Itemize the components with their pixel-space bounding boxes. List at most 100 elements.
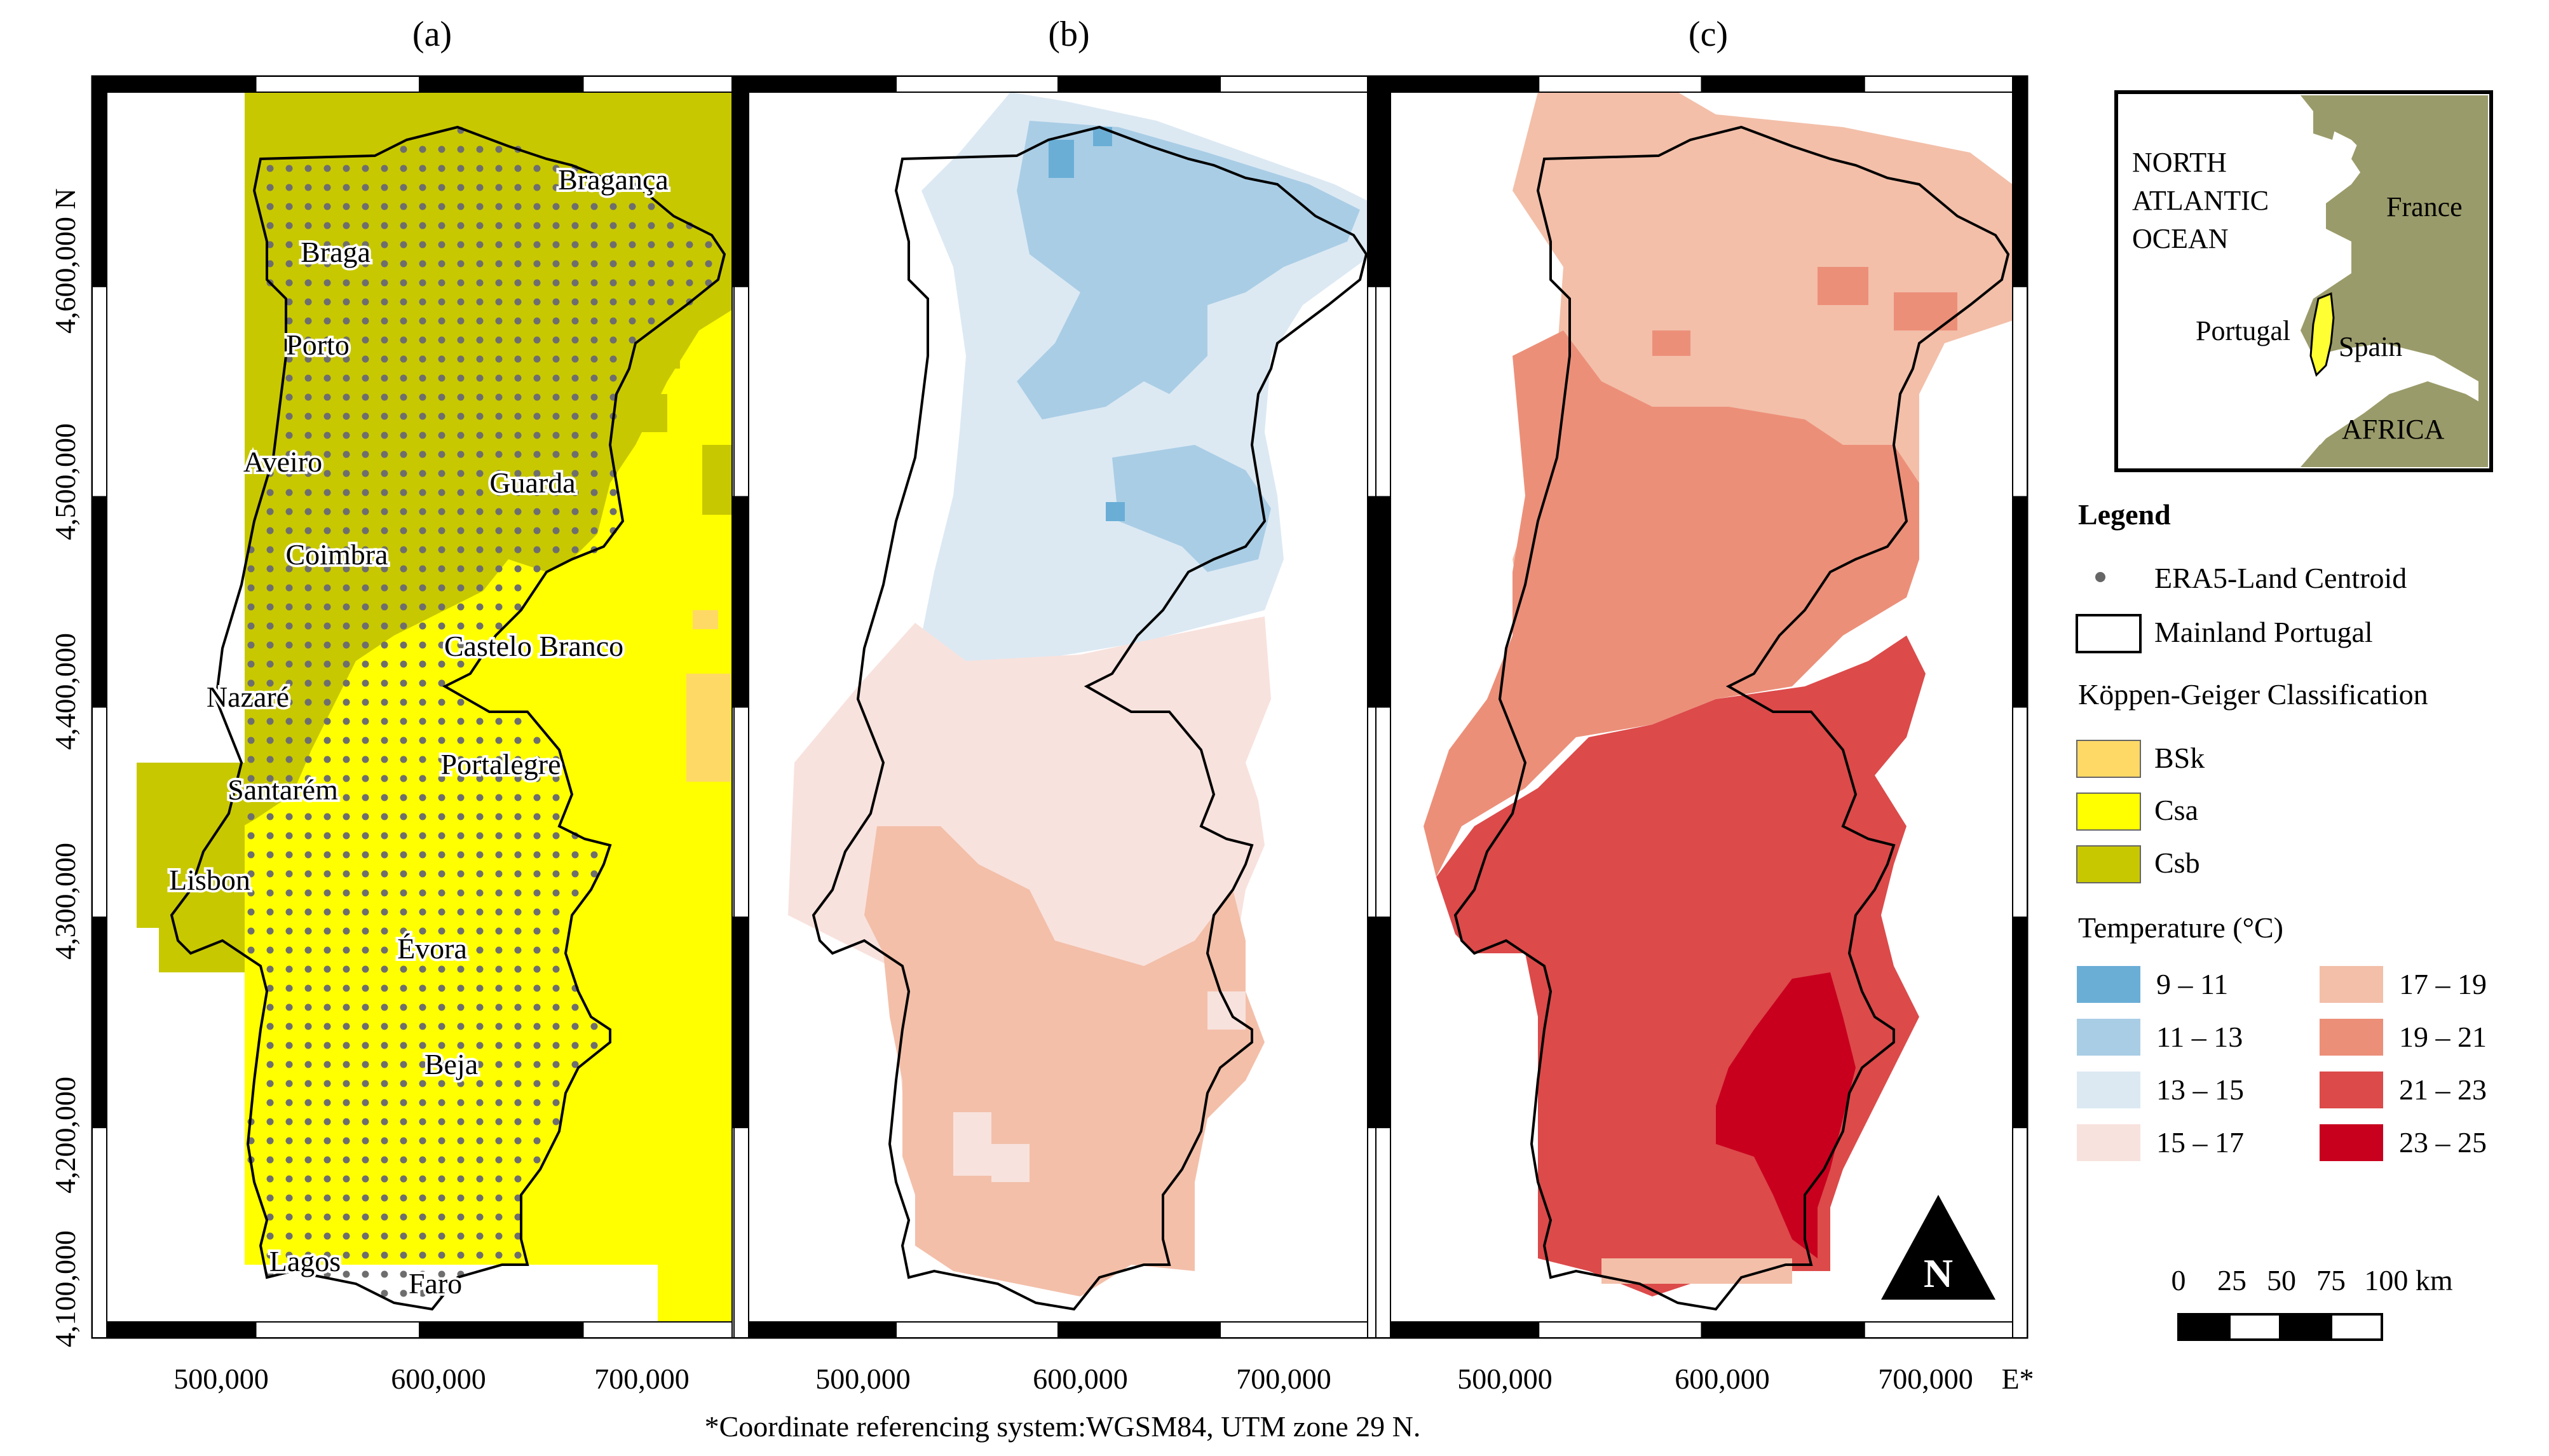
era5-centroid [514, 1023, 522, 1030]
era5-centroid [457, 203, 465, 210]
era5-centroid [552, 546, 560, 554]
era5-centroid [285, 1118, 293, 1126]
era5-centroid [476, 546, 484, 554]
era5-centroid [304, 927, 312, 935]
era5-centroid [552, 794, 560, 801]
era5-centroid [247, 851, 255, 859]
era5-centroid [438, 374, 445, 382]
era5-centroid [285, 1175, 293, 1183]
frame-segment [1863, 1321, 2028, 1338]
era5-centroid [514, 584, 522, 592]
era5-centroid [514, 927, 522, 935]
era5-centroid [304, 1004, 312, 1011]
era5-centroid [571, 241, 579, 248]
era5-centroid [476, 603, 484, 611]
era5-centroid [609, 489, 617, 496]
era5-centroid [495, 1156, 503, 1164]
era5-centroid [381, 1175, 388, 1183]
era5-centroid [514, 1213, 522, 1221]
era5-centroid [285, 1213, 293, 1221]
era5-centroid [438, 984, 445, 992]
era5-centroid [285, 813, 293, 820]
era5-centroid [343, 432, 350, 439]
era5-centroid [419, 927, 426, 935]
era5-centroid [285, 260, 293, 268]
era5-centroid [457, 737, 465, 744]
era5-centroid [266, 756, 274, 763]
era5-centroid [533, 1080, 541, 1087]
era5-centroid [514, 1042, 522, 1049]
era5-centroid [667, 298, 674, 306]
era5-centroid [381, 660, 388, 668]
era5-centroid [629, 336, 636, 344]
era5-centroid [438, 1099, 445, 1106]
panel-c: N [1375, 75, 2029, 1339]
era5-centroid [457, 660, 465, 668]
y-axis: 4,100,000 4,200,000 4,300,000 4,400,000 … [49, 188, 81, 1347]
era5-centroid [476, 927, 484, 935]
frame-segment [2012, 76, 2028, 287]
era5-centroid [343, 622, 350, 630]
era5-centroid [495, 1061, 503, 1068]
era5-centroid [362, 1213, 369, 1221]
era5-centroid [362, 622, 369, 630]
era5-centroid [343, 393, 350, 401]
era5-centroid [381, 603, 388, 611]
era5-centroid [495, 908, 503, 916]
x-tick-b-1: 600,000 [1033, 1363, 1128, 1395]
era5-centroid [343, 641, 350, 649]
era5-centroid [381, 260, 388, 268]
era5-centroid [285, 527, 293, 534]
era5-centroid [400, 756, 407, 763]
era5-centroid [476, 813, 484, 820]
era5-centroid [552, 984, 560, 992]
scale-label-0: 0 [2172, 1264, 2186, 1296]
legend-mainland: Mainland Portugal [2154, 616, 2373, 648]
era5-centroid [343, 584, 350, 592]
era5-centroid [552, 1042, 560, 1049]
era5-centroid [552, 927, 560, 935]
city-coimbra: Coimbra [286, 538, 388, 571]
era5-centroid [400, 1061, 407, 1068]
era5-centroid [438, 1232, 445, 1240]
frame-segment [419, 76, 584, 93]
era5-centroid [609, 260, 617, 268]
era5-centroid [343, 1118, 350, 1126]
era5-centroid [381, 1156, 388, 1164]
era5-centroid [533, 260, 541, 268]
era5-centroid [343, 965, 350, 973]
city-evora: Évora [397, 932, 467, 965]
era5-centroid [514, 470, 522, 477]
era5-centroid [343, 984, 350, 992]
era5-centroid [533, 1023, 541, 1030]
city-castelo-branco: Castelo Branco [444, 630, 623, 662]
city-lagos: Lagos [269, 1245, 341, 1277]
era5-centroid [343, 1194, 350, 1202]
era5-centroid [304, 336, 312, 344]
era5-centroid [381, 1004, 388, 1011]
era5-centroid [362, 527, 369, 534]
era5-centroid [552, 260, 560, 268]
era5-centroid [514, 260, 522, 268]
era5-centroid [476, 222, 484, 229]
era5-centroid [476, 775, 484, 782]
era5-centroid [457, 184, 465, 191]
era5-centroid [343, 889, 350, 897]
era5-centroid [476, 508, 484, 515]
era5-centroid [533, 737, 541, 744]
era5-centroid [285, 927, 293, 935]
era5-centroid [590, 432, 598, 439]
era5-centroid [571, 298, 579, 306]
era5-centroid [247, 679, 255, 687]
era5-centroid [323, 1270, 331, 1278]
era5-centroid [400, 279, 407, 287]
era5-centroid [381, 336, 388, 344]
era5-centroid [343, 336, 350, 344]
era5-centroid [362, 1099, 369, 1106]
era5-centroid [476, 832, 484, 840]
era5-centroid [609, 336, 617, 344]
temp-swatch-3 [2077, 1124, 2140, 1161]
era5-centroid [629, 279, 636, 287]
era5-centroid [495, 412, 503, 420]
era5-centroid [343, 203, 350, 210]
